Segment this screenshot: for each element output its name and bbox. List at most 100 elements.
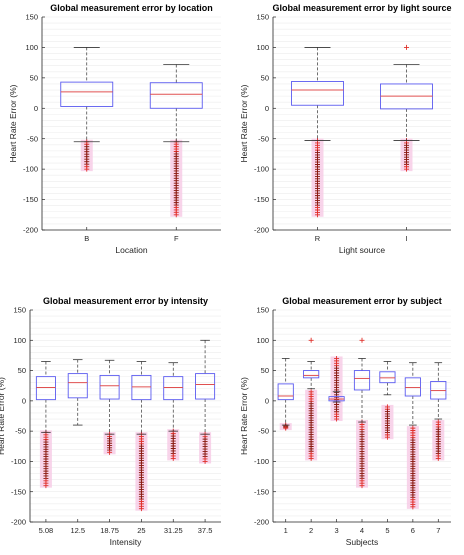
x-tick-label: 18.75 [100, 526, 119, 535]
box-6 [404, 362, 421, 510]
box-7 [430, 362, 447, 461]
outlier-marker [283, 425, 289, 431]
chart-title: Global measurement error by light source [272, 3, 451, 13]
box-body [149, 82, 203, 109]
box-body [67, 373, 88, 399]
box-31.25 [163, 362, 184, 461]
x-axis-label: Subjects [346, 537, 379, 547]
y-tick-label: -50 [258, 134, 269, 143]
box-1 [277, 358, 294, 431]
chart-panel-1: 150 100 50 0 -50 -100 -150 -200 B F Global measure… [8, 3, 221, 255]
box-18.75 [99, 359, 120, 455]
chart-title: Global measurement error by subject [282, 296, 442, 306]
y-axis-label: Heart Rate Error (%) [239, 377, 249, 455]
box-12.5 [67, 359, 88, 426]
y-tick-label: -150 [23, 195, 38, 204]
x-tick-label: 5 [385, 526, 389, 535]
box-2 [303, 337, 320, 461]
box-body [291, 81, 344, 106]
y-axis-label: Heart Rate Error (%) [8, 84, 18, 162]
outlier-marker [410, 504, 416, 510]
outlier-marker [435, 455, 441, 461]
outlier-marker [84, 166, 90, 172]
outlier-marker [202, 458, 208, 464]
outlier-marker [404, 166, 409, 172]
outlier-marker [138, 506, 144, 512]
box-body [163, 376, 184, 401]
box-body [131, 374, 152, 401]
box-I [380, 44, 433, 172]
outlier-marker [107, 449, 113, 455]
x-tick-label: 7 [436, 526, 440, 535]
x-tick-label: 12.5 [70, 526, 85, 535]
box-R [291, 47, 344, 218]
x-tick-label: R [315, 234, 321, 243]
x-tick-label: 3 [334, 526, 338, 535]
x-tick-label: 2 [309, 526, 313, 535]
box-body [404, 377, 421, 397]
chart-panel-4: 150 100 50 0 -50 -100 -150 -200 1 2 3 4 5 6 7 Global me… [239, 296, 451, 547]
outlier-marker-high [359, 337, 365, 343]
y-tick-label: -150 [11, 487, 26, 496]
outlier-marker-high [404, 44, 409, 50]
y-tick-label: -200 [23, 226, 38, 235]
box-37.5 [195, 339, 216, 464]
y-tick-label: 100 [256, 336, 269, 345]
outlier-marker [384, 434, 390, 440]
box-B [60, 47, 114, 172]
y-tick-label: 150 [256, 306, 269, 315]
y-tick-label: -200 [11, 518, 26, 527]
x-tick-label: 37.5 [198, 526, 213, 535]
x-tick-label: F [174, 234, 179, 243]
x-axis-label: Light source [339, 245, 386, 255]
outlier-marker [170, 455, 176, 461]
y-tick-label: -100 [254, 457, 269, 466]
outlier-marker [334, 416, 340, 422]
outlier-marker-high [308, 337, 314, 343]
y-axis-label: Heart Rate Error (%) [0, 377, 6, 455]
y-tick-label: -100 [11, 457, 26, 466]
box-4 [353, 337, 371, 489]
box-25 [131, 361, 152, 512]
box-body [303, 370, 320, 379]
x-axis-label: Location [115, 245, 147, 255]
x-tick-label: 6 [411, 526, 415, 535]
y-tick-label: -50 [258, 427, 269, 436]
box-3 [328, 355, 345, 422]
y-tick-label: 0 [265, 104, 269, 113]
outlier-marker [315, 212, 320, 218]
y-tick-label: 50 [261, 73, 269, 82]
y-tick-label: -100 [254, 165, 269, 174]
x-tick-label: 25 [137, 526, 145, 535]
outlier-marker [359, 483, 365, 489]
box-5 [379, 361, 396, 440]
x-tick-label: 31.25 [164, 526, 183, 535]
chart-title: Global measurement error by location [50, 3, 213, 13]
box-5.08 [35, 361, 56, 489]
x-axis-label: Intensity [110, 537, 142, 547]
y-tick-label: -200 [254, 226, 269, 235]
outlier-marker [43, 483, 49, 489]
x-tick-label: 5.08 [39, 526, 54, 535]
y-tick-label: 150 [256, 13, 269, 22]
y-tick-label: 0 [265, 396, 269, 405]
y-tick-label: 0 [34, 104, 38, 113]
y-tick-label: -50 [27, 134, 38, 143]
y-tick-label: 50 [261, 366, 269, 375]
x-tick-label: I [405, 234, 407, 243]
outlier-marker [173, 212, 179, 218]
y-tick-label: 150 [13, 306, 26, 315]
y-tick-label: 50 [18, 366, 26, 375]
box-F [149, 64, 203, 218]
y-tick-label: 150 [25, 13, 38, 22]
box-body [379, 371, 396, 384]
box-body [60, 81, 114, 107]
box-body [99, 374, 120, 400]
y-tick-label: 100 [256, 43, 269, 52]
y-tick-label: 0 [22, 396, 26, 405]
y-axis-label: Heart Rate Error (%) [239, 84, 249, 162]
x-tick-label: B [84, 234, 89, 243]
y-tick-label: -200 [254, 518, 269, 527]
box-body [195, 373, 216, 400]
x-tick-label: 1 [284, 526, 288, 535]
